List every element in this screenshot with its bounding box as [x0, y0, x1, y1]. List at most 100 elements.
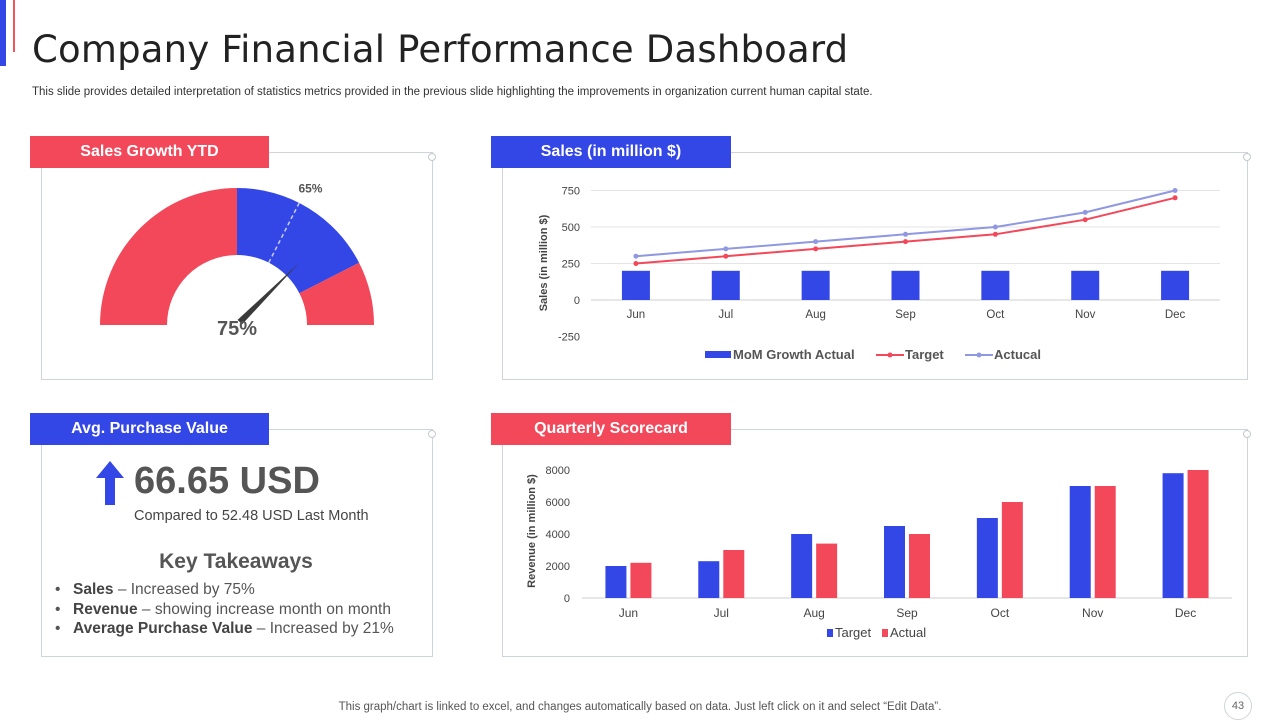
- x-tick-label: Jun: [619, 606, 638, 620]
- y-axis-label: Sales (in million $): [538, 214, 550, 311]
- legend-swatch-bar: [705, 351, 731, 358]
- y-tick-label: 6000: [546, 497, 570, 509]
- legend-label: Actual: [890, 625, 926, 640]
- legend-swatch-point: [976, 352, 982, 358]
- bar-mom-growth-actual: [891, 270, 920, 300]
- page-subtitle: This slide provides detailed interpretat…: [32, 86, 873, 98]
- point-actucal: [903, 231, 908, 237]
- avg-purchase-header: Avg. Purchase Value: [30, 413, 269, 445]
- bar-actual: [630, 562, 652, 598]
- x-tick-label: Aug: [805, 309, 825, 321]
- bar-target: [791, 534, 813, 598]
- list-item: • Average Purchase Value – Increased by 2…: [55, 620, 394, 637]
- y-tick-label: 750: [562, 186, 580, 198]
- bar-actual: [1094, 486, 1116, 598]
- legend-label: Target: [835, 625, 872, 640]
- point-actucal: [1172, 188, 1178, 193]
- sales-growth-header: Sales Growth YTD: [30, 136, 269, 168]
- point-actucal: [633, 253, 639, 259]
- y-tick-label: 2000: [546, 561, 570, 573]
- bar-mom-growth-actual: [621, 270, 650, 300]
- accent-bar: [0, 0, 6, 66]
- x-tick-label: Jul: [714, 606, 729, 620]
- quarterly-chart[interactable]: Revenue (in million $) 0 2000 4000 6000 8000 J…: [502, 450, 1246, 650]
- gauge-segment-blue: [237, 188, 360, 294]
- bar-mom-growth-actual: [981, 270, 1010, 300]
- y-tick-label: 0: [574, 295, 580, 307]
- key-takeaways-list: • Sales – Increased by 75% • Revenue – sho…: [55, 580, 394, 639]
- panel-handle-dot: [428, 430, 436, 438]
- point-actucal: [813, 239, 819, 245]
- panel-handle-dot: [428, 153, 436, 161]
- sales-chart-header: Sales (in million $): [491, 136, 731, 168]
- legend-label: Actucal: [994, 347, 1041, 362]
- y-tick-label: 4000: [546, 529, 570, 541]
- avg-purchase-compare: Compared to 52.48 USD Last Month: [134, 508, 369, 524]
- bar-actual: [1187, 470, 1209, 598]
- point-target: [1082, 217, 1088, 223]
- y-tick-label: 500: [562, 222, 580, 234]
- gauge-center-label: 75%: [217, 318, 257, 340]
- page-number: 43: [1224, 692, 1252, 720]
- avg-purchase-value: 66.65 USD: [134, 460, 320, 502]
- bar-target: [1162, 473, 1184, 598]
- quarterly-panel: [502, 429, 1248, 657]
- legend-label: Target: [905, 347, 944, 362]
- line-target: [635, 196, 1176, 265]
- legend-swatch-actual: [882, 629, 888, 637]
- legend-swatch-point: [887, 352, 893, 358]
- bar-mom-growth-actual: [1161, 270, 1190, 300]
- list-item: • Revenue – showing increase month on mon…: [55, 600, 391, 618]
- up-arrow-icon: [96, 461, 124, 505]
- sales-chart[interactable]: Sales (in million $) -250 0 250 500 750 Jun Jul…: [502, 170, 1246, 376]
- gauge-segment-right: [299, 262, 374, 325]
- y-axis-label: Revenue (in million $): [526, 474, 538, 588]
- point-target: [1172, 195, 1178, 201]
- x-tick-label: Nov: [1082, 606, 1103, 620]
- x-tick-label: Dec: [1165, 309, 1186, 321]
- bar-actual: [816, 543, 838, 598]
- x-tick-label: Sep: [895, 309, 915, 321]
- key-takeaways-title: Key Takeaways: [159, 550, 313, 573]
- x-tick-label: Dec: [1175, 606, 1196, 620]
- gauge-needle: [237, 263, 299, 325]
- point-target: [633, 261, 639, 266]
- x-tick-label: Sep: [896, 606, 918, 620]
- x-tick-label: Aug: [803, 606, 824, 620]
- sales-growth-gauge[interactable]: 65% 75%: [41, 170, 433, 370]
- x-tick-label: Oct: [986, 309, 1005, 321]
- x-tick-label: Jun: [627, 309, 646, 321]
- panel-handle-dot: [1243, 430, 1251, 438]
- bar-target: [1069, 486, 1091, 598]
- x-tick-label: Oct: [991, 606, 1010, 620]
- bar-actual: [1001, 502, 1023, 598]
- y-tick-label: 0: [564, 593, 570, 605]
- x-tick-label: Jul: [718, 309, 733, 321]
- bar-target: [976, 518, 998, 598]
- line-actucal: [635, 189, 1176, 258]
- footer-note: This graph/chart is linked to excel, and…: [338, 701, 942, 713]
- bar-mom-growth-actual: [801, 270, 830, 300]
- gauge-marker-label: 65%: [298, 182, 322, 196]
- bar-target: [698, 561, 720, 598]
- bar-target: [884, 526, 905, 598]
- panel-handle-dot: [1243, 153, 1251, 161]
- point-target: [992, 231, 998, 237]
- x-tick-label: Nov: [1075, 309, 1096, 321]
- page-title: Company Financial Performance Dashboard: [32, 28, 849, 71]
- point-target: [813, 246, 819, 252]
- accent-line: [13, 0, 15, 52]
- quarterly-header: Quarterly Scorecard: [491, 413, 731, 445]
- bar-actual: [909, 534, 930, 598]
- y-tick-label: 250: [562, 259, 580, 271]
- point-target: [723, 253, 729, 259]
- y-tick-label: -250: [558, 332, 580, 344]
- legend-label: MoM Growth Actual: [733, 347, 855, 362]
- point-actucal: [992, 224, 998, 230]
- list-item: • Sales – Increased by 75%: [55, 581, 255, 598]
- point-actucal: [1082, 209, 1088, 215]
- bar-actual: [723, 550, 745, 598]
- bar-mom-growth-actual: [711, 270, 740, 300]
- bar-target: [605, 566, 627, 598]
- gauge-segment-left: [100, 188, 237, 325]
